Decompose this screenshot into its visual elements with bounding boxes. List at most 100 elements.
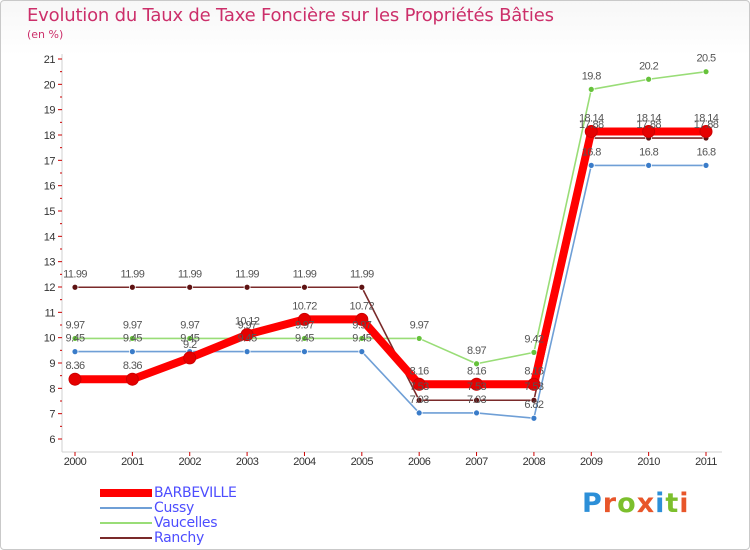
y-tick-label: 11 bbox=[45, 307, 56, 319]
data-point-barbeville bbox=[642, 124, 656, 138]
data-label-barbeville: 8.36 bbox=[123, 360, 142, 372]
data-point-cussy bbox=[128, 348, 136, 356]
data-point-vaucelles bbox=[186, 335, 194, 342]
y-tick-label: 20 bbox=[44, 79, 56, 91]
data-label-cussy: 9.45 bbox=[295, 333, 314, 345]
legend-swatch bbox=[100, 489, 152, 497]
data-label-vaucelles: 8.97 bbox=[467, 345, 486, 357]
data-label-cussy: 9.45 bbox=[65, 333, 84, 345]
data-point-cussy bbox=[415, 409, 423, 417]
logo-letter: r bbox=[602, 488, 618, 519]
data-point-vaucelles bbox=[128, 335, 136, 342]
data-label-vaucelles: 20.2 bbox=[639, 60, 658, 72]
data-point-barbeville bbox=[470, 377, 484, 391]
data-label-vaucelles: 9.97 bbox=[352, 319, 371, 331]
data-label-vaucelles: 9.97 bbox=[295, 319, 314, 331]
data-point-barbeville bbox=[412, 377, 426, 391]
data-label-vaucelles: 20.5 bbox=[696, 53, 715, 65]
data-point-vaucelles bbox=[587, 86, 595, 93]
proxiti-logo: Proxiti bbox=[582, 488, 690, 519]
data-point-cussy bbox=[587, 161, 595, 169]
data-label-ranchy: 17.88 bbox=[579, 119, 604, 131]
data-label-barbeville: 10.72 bbox=[350, 300, 375, 312]
y-tick-label: 8 bbox=[49, 383, 55, 395]
data-point-vaucelles bbox=[358, 335, 366, 342]
data-point-vaucelles bbox=[71, 335, 79, 342]
y-tick-label: 18 bbox=[44, 130, 56, 142]
logo-letter: i bbox=[679, 488, 690, 519]
data-point-barbeville bbox=[68, 372, 82, 386]
legend-label: Cussy bbox=[154, 500, 195, 516]
data-label-ranchy: 11.99 bbox=[178, 268, 202, 280]
data-point-ranchy bbox=[415, 396, 423, 404]
data-label-barbeville: 8.36 bbox=[65, 360, 84, 372]
data-label-cussy: 7.03 bbox=[467, 394, 486, 406]
data-label-cussy: 9.45 bbox=[352, 333, 371, 345]
data-label-ranchy: 17.88 bbox=[694, 119, 719, 131]
data-label-ranchy: 11.99 bbox=[121, 268, 145, 280]
y-tick-label: 21 bbox=[44, 54, 56, 66]
data-point-ranchy bbox=[128, 283, 136, 291]
x-tick-label: 2009 bbox=[580, 456, 603, 468]
data-label-barbeville: 18.14 bbox=[636, 112, 661, 124]
data-point-cussy bbox=[702, 161, 710, 169]
data-label-cussy: 6.82 bbox=[524, 399, 543, 411]
data-point-barbeville bbox=[355, 312, 369, 326]
logo-letter: i bbox=[655, 488, 666, 519]
logo-letter: P bbox=[582, 488, 603, 519]
legend-swatch bbox=[100, 507, 152, 509]
data-label-barbeville: 9.2 bbox=[183, 339, 197, 351]
data-label-barbeville: 18.14 bbox=[579, 112, 604, 124]
legend-label: BARBEVILLE bbox=[154, 485, 237, 501]
data-point-ranchy bbox=[186, 283, 194, 291]
logo-letter: x bbox=[636, 488, 656, 519]
legend-label: Vaucelles bbox=[154, 515, 218, 531]
data-label-ranchy: 7.53 bbox=[467, 381, 486, 393]
data-label-ranchy: 11.99 bbox=[235, 268, 259, 280]
data-label-ranchy: 11.99 bbox=[350, 268, 374, 280]
data-point-cussy bbox=[243, 348, 251, 356]
y-tick-label: 6 bbox=[49, 434, 55, 446]
data-label-vaucelles: 9.97 bbox=[180, 319, 199, 331]
data-point-cussy bbox=[645, 161, 653, 169]
y-tick-label: 7 bbox=[49, 409, 55, 421]
y-tick-label: 9 bbox=[49, 358, 55, 370]
y-tick-label: 13 bbox=[44, 257, 56, 269]
series-line-barbeville bbox=[71, 127, 710, 389]
x-tick-label: 2010 bbox=[637, 456, 660, 468]
data-label-vaucelles: 9.97 bbox=[123, 319, 142, 331]
data-label-vaucelles: 9.42 bbox=[524, 333, 543, 345]
data-point-ranchy bbox=[71, 283, 79, 291]
data-point-vaucelles bbox=[301, 335, 308, 342]
data-point-barbeville bbox=[125, 372, 139, 386]
y-tick-label: 17 bbox=[44, 155, 56, 167]
data-label-cussy: 16.8 bbox=[582, 146, 601, 158]
y-tick-label: 10 bbox=[44, 333, 56, 345]
y-tick-label: 15 bbox=[44, 206, 56, 218]
data-label-ranchy: 7.53 bbox=[410, 381, 429, 393]
x-tick-label: 2003 bbox=[236, 456, 259, 468]
logo-letter: o bbox=[617, 488, 637, 519]
data-point-barbeville bbox=[183, 351, 197, 365]
x-tick-label: 2002 bbox=[178, 456, 201, 468]
data-point-cussy bbox=[530, 414, 538, 422]
y-tick-label: 19 bbox=[44, 105, 56, 117]
x-tick-label: 2008 bbox=[523, 456, 546, 468]
data-point-ranchy bbox=[358, 283, 366, 291]
data-point-vaucelles bbox=[415, 335, 423, 342]
data-point-ranchy bbox=[301, 283, 308, 291]
data-label-ranchy: 11.99 bbox=[293, 268, 317, 280]
chart-title: Evolution du Taux de Taxe Foncière sur l… bbox=[27, 5, 554, 26]
data-label-cussy: 9.45 bbox=[123, 333, 142, 345]
data-label-barbeville: 8.16 bbox=[410, 365, 429, 377]
data-label-vaucelles: 9.97 bbox=[410, 319, 429, 331]
data-point-barbeville bbox=[584, 124, 598, 138]
series-line-ranchy bbox=[74, 137, 707, 402]
data-point-ranchy bbox=[243, 283, 251, 291]
legend-swatch bbox=[100, 537, 152, 539]
x-tick-label: 2006 bbox=[408, 456, 431, 468]
data-point-vaucelles bbox=[645, 75, 653, 83]
data-point-vaucelles bbox=[702, 68, 710, 76]
data-label-cussy: 16.8 bbox=[639, 146, 658, 158]
data-point-cussy bbox=[473, 409, 480, 417]
